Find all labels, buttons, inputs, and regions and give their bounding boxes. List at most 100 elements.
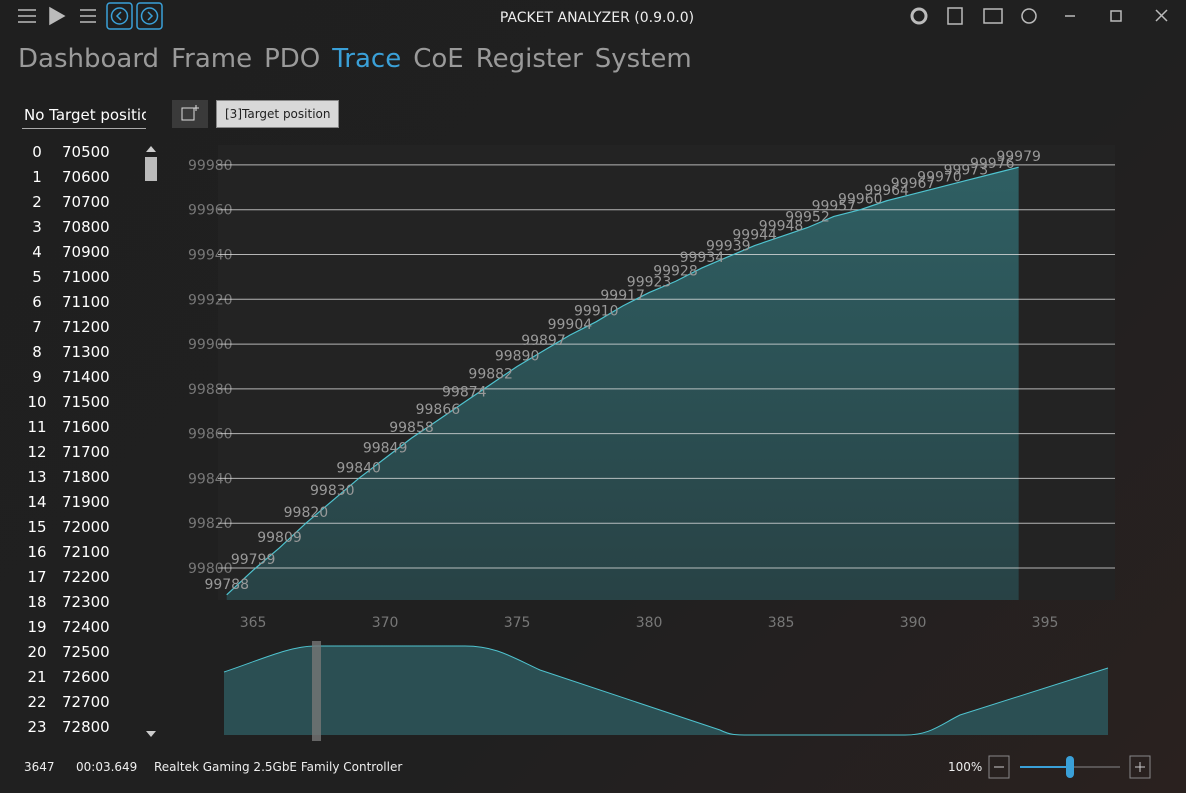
row-value: 70900 xyxy=(62,243,110,261)
tab[interactable]: PDO xyxy=(264,44,321,74)
data-label: 99882 xyxy=(468,366,513,382)
data-label: 99948 xyxy=(759,219,804,235)
x-tick-label: 385 xyxy=(768,615,795,631)
scroll-down[interactable] xyxy=(146,731,156,737)
menu-icon[interactable] xyxy=(18,9,36,23)
window-title: PACKET ANALYZER (0.9.0.0) xyxy=(500,10,694,26)
x-tick-label: 395 xyxy=(1032,615,1059,631)
minimap-handle[interactable] xyxy=(312,641,321,741)
folder-icon[interactable] xyxy=(983,8,1003,24)
zoom-in[interactable] xyxy=(1129,755,1151,779)
data-label: 99939 xyxy=(706,239,751,255)
trace-button[interactable]: [3]Target position xyxy=(216,100,340,128)
minimap-area xyxy=(224,646,1108,735)
maximize-button[interactable] xyxy=(1110,10,1122,22)
scroll-thumb[interactable] xyxy=(145,157,157,181)
data-label: 99904 xyxy=(548,317,593,333)
row-value: 71600 xyxy=(62,418,110,436)
play-icon[interactable] xyxy=(49,6,66,26)
row-value: 70500 xyxy=(62,143,110,161)
data-label: 99830 xyxy=(310,483,355,499)
row-index: 5 xyxy=(32,268,42,286)
signal-selector[interactable]: No Target position xyxy=(22,102,146,129)
y-tick-label: 99940 xyxy=(188,247,233,263)
y-tick-label: 99820 xyxy=(188,516,233,532)
row-index: 16 xyxy=(27,543,47,561)
zoom-level: 100% xyxy=(948,760,983,774)
row-index: 19 xyxy=(27,618,47,636)
elapsed-time: 00:03.649 xyxy=(76,760,138,774)
row-value: 72700 xyxy=(62,693,110,711)
row-value: 72300 xyxy=(62,593,110,611)
row-index: 8 xyxy=(32,343,42,361)
data-label: 99874 xyxy=(442,384,487,400)
row-index: 12 xyxy=(27,443,47,461)
y-tick-label: 99920 xyxy=(188,292,233,308)
theme-icon[interactable] xyxy=(1021,8,1037,24)
tab-bar: Dashboard Frame PDO Trace CoE Register System xyxy=(18,44,692,74)
data-label: 99967 xyxy=(891,176,936,192)
data-label: 99964 xyxy=(864,183,909,199)
row-index: 1 xyxy=(32,168,42,186)
data-label: 99897 xyxy=(521,333,566,349)
row-index: 6 xyxy=(32,293,42,311)
data-label: 99910 xyxy=(574,304,619,320)
back-button[interactable] xyxy=(106,2,133,30)
row-value: 72200 xyxy=(62,568,110,586)
row-index: 17 xyxy=(27,568,47,586)
x-tick-label: 380 xyxy=(636,615,663,631)
row-value: 72500 xyxy=(62,643,110,661)
save-icon[interactable] xyxy=(947,7,963,25)
settings-icon[interactable] xyxy=(910,7,928,25)
data-label: 99858 xyxy=(389,420,434,436)
area-fill xyxy=(226,167,1019,600)
row-index: 13 xyxy=(27,468,47,486)
scroll-up[interactable] xyxy=(146,146,156,152)
close-button[interactable] xyxy=(1155,9,1168,22)
zoom-thumb[interactable] xyxy=(1066,756,1074,778)
tab[interactable]: Register xyxy=(475,44,583,74)
data-label: 99840 xyxy=(336,460,381,476)
row-value: 71300 xyxy=(62,343,110,361)
row-index: 4 xyxy=(32,243,42,261)
x-tick-label: 370 xyxy=(372,615,399,631)
data-label: 99809 xyxy=(257,530,302,546)
row-value: 72100 xyxy=(62,543,110,561)
tab[interactable]: CoE xyxy=(413,44,464,74)
row-value: 70700 xyxy=(62,193,110,211)
x-tick-label: 390 xyxy=(900,615,927,631)
row-index: 11 xyxy=(27,418,47,436)
data-label: 99799 xyxy=(231,552,276,568)
y-tick-label: 99900 xyxy=(188,337,233,353)
data-label: 99866 xyxy=(416,402,461,418)
row-index: 2 xyxy=(32,193,42,211)
x-tick-label: 375 xyxy=(504,615,531,631)
row-value: 71800 xyxy=(62,468,110,486)
data-label: 99890 xyxy=(495,348,540,364)
trace-line xyxy=(226,166,1019,596)
row-value: 71400 xyxy=(62,368,110,386)
data-label: 99952 xyxy=(785,210,830,226)
toolbar xyxy=(18,2,1168,30)
tab[interactable]: Trace xyxy=(332,44,402,74)
tab[interactable]: Frame xyxy=(171,44,253,74)
data-label: 99849 xyxy=(363,440,408,456)
zoom-out[interactable] xyxy=(988,755,1010,779)
row-index: 10 xyxy=(27,393,47,411)
tab[interactable]: System xyxy=(594,44,692,74)
row-index: 0 xyxy=(32,143,42,161)
row-value: 72800 xyxy=(62,718,110,736)
tab[interactable]: Dashboard xyxy=(18,44,160,74)
row-index: 23 xyxy=(27,718,47,736)
packet-count: 3647 xyxy=(24,760,55,774)
row-value: 71100 xyxy=(62,293,110,311)
row-value: 71900 xyxy=(62,493,110,511)
x-tick-label: 365 xyxy=(240,615,267,631)
row-index: 21 xyxy=(27,668,47,686)
list-icon[interactable] xyxy=(80,9,96,23)
y-tick-label: 99860 xyxy=(188,427,233,443)
forward-button[interactable] xyxy=(136,2,163,30)
add-trace-button[interactable] xyxy=(172,100,208,128)
data-label: 99820 xyxy=(284,505,329,521)
